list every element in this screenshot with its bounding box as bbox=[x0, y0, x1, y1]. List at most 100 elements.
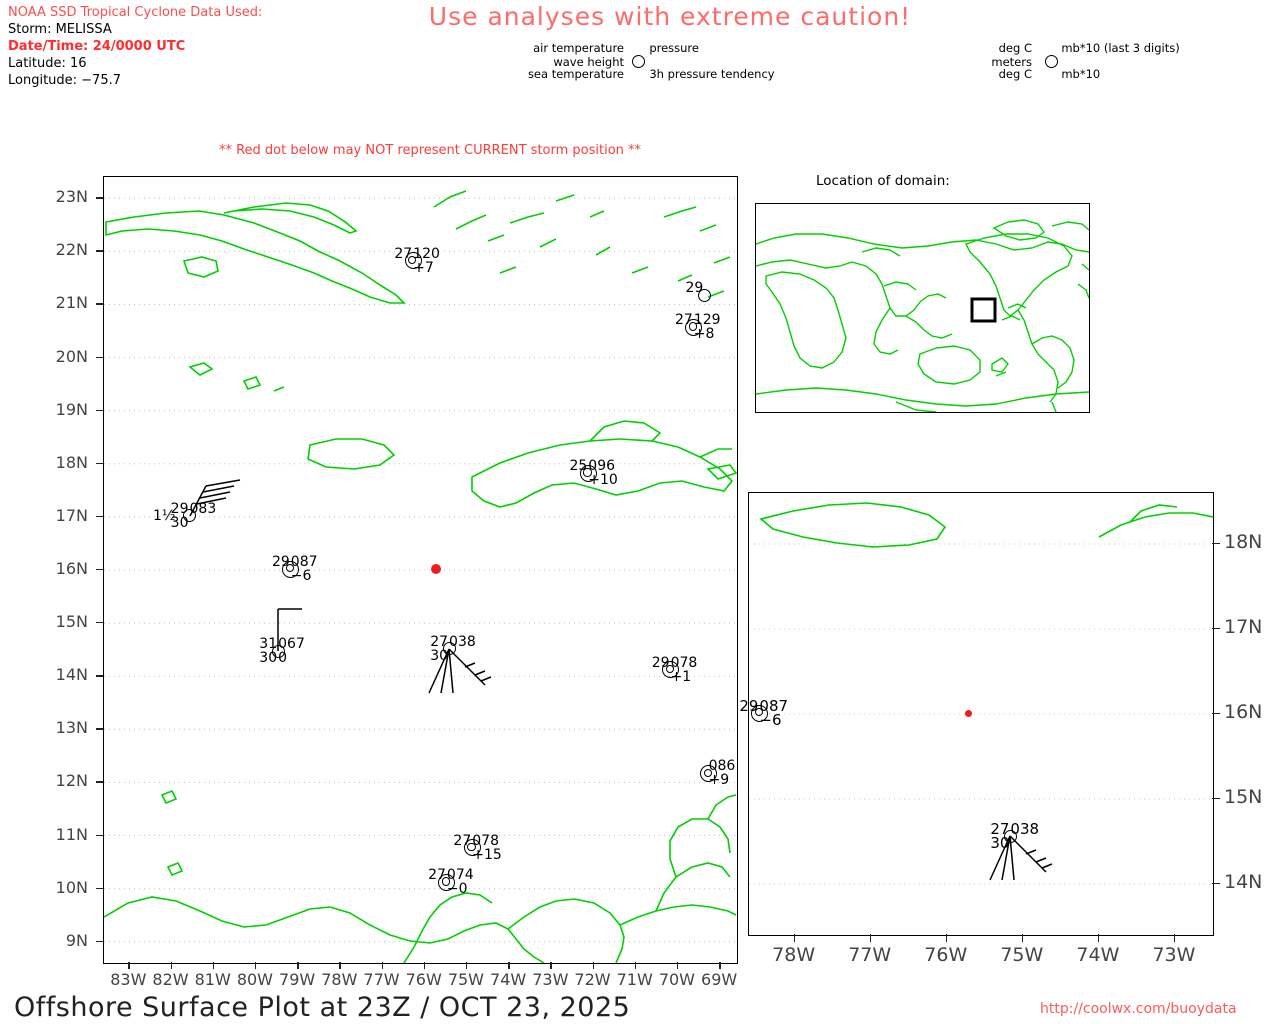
legend-units-tendency: mb*10 bbox=[1061, 67, 1101, 81]
station-air-temperature: 29 bbox=[170, 500, 189, 517]
axis-tick-lat-22N bbox=[96, 250, 103, 252]
axis-tick-lon-78W bbox=[339, 962, 341, 969]
station-air-temperature: 27 bbox=[394, 245, 413, 262]
world-map-canvas bbox=[756, 219, 1089, 412]
legend-station-circle-icon bbox=[631, 55, 645, 68]
station-wave-height: 1½ bbox=[153, 507, 176, 524]
inset-axis-tick-lon-78W bbox=[793, 934, 796, 942]
station-pressure: 083 bbox=[189, 500, 217, 517]
axis-label-lat-12N: 12N bbox=[55, 771, 88, 791]
station-pressure-tendency: −6 bbox=[759, 711, 782, 729]
axis-label-lat-11N: 11N bbox=[55, 824, 88, 844]
axis-tick-lon-83W bbox=[128, 962, 130, 969]
inset-axis-tick-lat-18N bbox=[1212, 543, 1220, 545]
legend-wave-height-label: wave height bbox=[553, 55, 624, 69]
legend-units-meters: meters bbox=[991, 55, 1032, 69]
axis-tick-lon-74W bbox=[508, 962, 510, 969]
inset-axis-tick-lon-74W bbox=[1097, 934, 1100, 942]
inset-storm-position-dot bbox=[965, 709, 973, 717]
axis-tick-lat-14N bbox=[96, 675, 103, 677]
station-pressure-tendency: +7 bbox=[413, 259, 434, 276]
inset-axis-tick-lon-75W bbox=[1021, 934, 1024, 942]
axis-label-lat-16N: 16N bbox=[55, 559, 88, 578]
wind-barb-icon bbox=[989, 835, 1053, 881]
station-air-temperature: 25 bbox=[569, 458, 588, 475]
station-air-temperature: 29 bbox=[685, 280, 704, 297]
latitude-line: Latitude: 16 bbox=[8, 56, 87, 71]
inset-axis-label-lon-77W: 77W bbox=[848, 944, 892, 966]
axis-tick-lat-20N bbox=[96, 356, 103, 358]
main-map-panel[interactable] bbox=[103, 176, 738, 964]
station-symbol bbox=[662, 661, 680, 679]
inset-axis-tick-lon-77W bbox=[869, 934, 872, 942]
axis-label-lon-70W: 70W bbox=[658, 970, 695, 989]
axis-label-lat-13N: 13N bbox=[55, 718, 88, 738]
axis-tick-lat-17N bbox=[96, 515, 103, 518]
inset-axis-tick-lon-76W bbox=[945, 934, 948, 942]
station-pressure: 087 bbox=[759, 697, 789, 715]
world-location-inset[interactable] bbox=[755, 203, 1090, 413]
axis-tick-lat-19N bbox=[96, 409, 103, 412]
station-air-temperature: 27 bbox=[428, 867, 446, 884]
station-pressure-tendency: +15 bbox=[472, 846, 502, 863]
station-pressure-tendency: +10 bbox=[588, 472, 618, 489]
station-air-temperature: 29 bbox=[739, 697, 759, 715]
axis-label-lon-78W: 78W bbox=[321, 970, 358, 989]
axis-tick-lon-71W bbox=[634, 962, 637, 969]
axis-label-lon-71W: 71W bbox=[616, 970, 653, 989]
inset-axis-label-lat-14N: 14N bbox=[1224, 871, 1263, 893]
longitude-line: Longitude: −75.7 bbox=[8, 73, 122, 88]
axis-tick-lon-79W bbox=[297, 962, 299, 969]
station-pressure: 067 bbox=[278, 636, 305, 653]
legend-units-degc-top: deg C bbox=[998, 41, 1032, 55]
axis-label-lon-76W: 76W bbox=[405, 970, 442, 989]
station-symbol bbox=[697, 288, 711, 302]
axis-label-lon-74W: 74W bbox=[490, 970, 527, 989]
legend-sea-temperature-label: sea temperature bbox=[527, 67, 624, 81]
station-pressure: 078 bbox=[472, 832, 499, 849]
source-url: http://coolwx.com/buoydata bbox=[1040, 1001, 1237, 1017]
inset-axis-label-lon-75W: 75W bbox=[1000, 944, 1044, 966]
axis-tick-lat-15N bbox=[96, 622, 103, 624]
station-symbol bbox=[750, 704, 768, 722]
station-pressure: 038 bbox=[1010, 820, 1040, 839]
station-symbol bbox=[404, 252, 422, 270]
legend-units-degc-bottom: deg C bbox=[998, 67, 1032, 81]
axis-tick-lat-11N bbox=[96, 834, 103, 836]
axis-tick-lat-16N bbox=[96, 569, 103, 571]
inset-axis-label-lat-16N: 16N bbox=[1224, 701, 1263, 723]
axis-label-lon-72W: 72W bbox=[574, 970, 611, 989]
inset-world-title: Location of domain: bbox=[816, 173, 950, 189]
station-air-temperature: 31 bbox=[259, 636, 278, 653]
inset-axis-label-lon-74W: 74W bbox=[1076, 944, 1120, 966]
legend-pressure-label: pressure bbox=[649, 41, 699, 55]
caution-text: Use analyses with extreme caution! bbox=[428, 2, 912, 31]
axis-tick-lon-69W bbox=[719, 962, 721, 969]
station-pressure: 087 bbox=[290, 554, 318, 570]
axis-tick-lon-72W bbox=[592, 962, 594, 969]
station-pressure-tendency: −0 bbox=[446, 881, 468, 898]
axis-label-lon-83W: 83W bbox=[110, 970, 147, 989]
station-air-temperature: 27 bbox=[674, 312, 693, 329]
inset-axis-label-lon-73W: 73W bbox=[1152, 944, 1196, 966]
station-sea-temperature: 30 bbox=[170, 514, 189, 531]
station-pressure-tendency: −6 bbox=[290, 568, 312, 584]
station-pressure: 129 bbox=[693, 312, 721, 329]
station-pressure-tendency: +8 bbox=[693, 326, 715, 343]
station-pressure: 078 bbox=[670, 654, 698, 671]
axis-label-lat-23N: 23N bbox=[55, 187, 88, 207]
axis-tick-lon-80W bbox=[254, 962, 257, 969]
station-symbol bbox=[700, 764, 718, 782]
axis-tick-lat-18N bbox=[96, 462, 103, 465]
axis-label-lat-22N: 22N bbox=[55, 240, 88, 260]
wind-barb-icon bbox=[428, 648, 492, 693]
station-symbol bbox=[282, 560, 300, 578]
axis-label-lon-73W: 73W bbox=[532, 970, 569, 989]
axis-label-lon-75W: 75W bbox=[447, 970, 484, 989]
axis-tick-lat-13N bbox=[96, 728, 103, 730]
axis-tick-lon-73W bbox=[550, 962, 552, 969]
zoom-region-inset[interactable] bbox=[748, 492, 1214, 936]
axis-tick-lat-10N bbox=[96, 887, 103, 890]
legend-station-circle-icon-right bbox=[1044, 55, 1058, 68]
axis-label-lon-82W: 82W bbox=[152, 970, 189, 989]
